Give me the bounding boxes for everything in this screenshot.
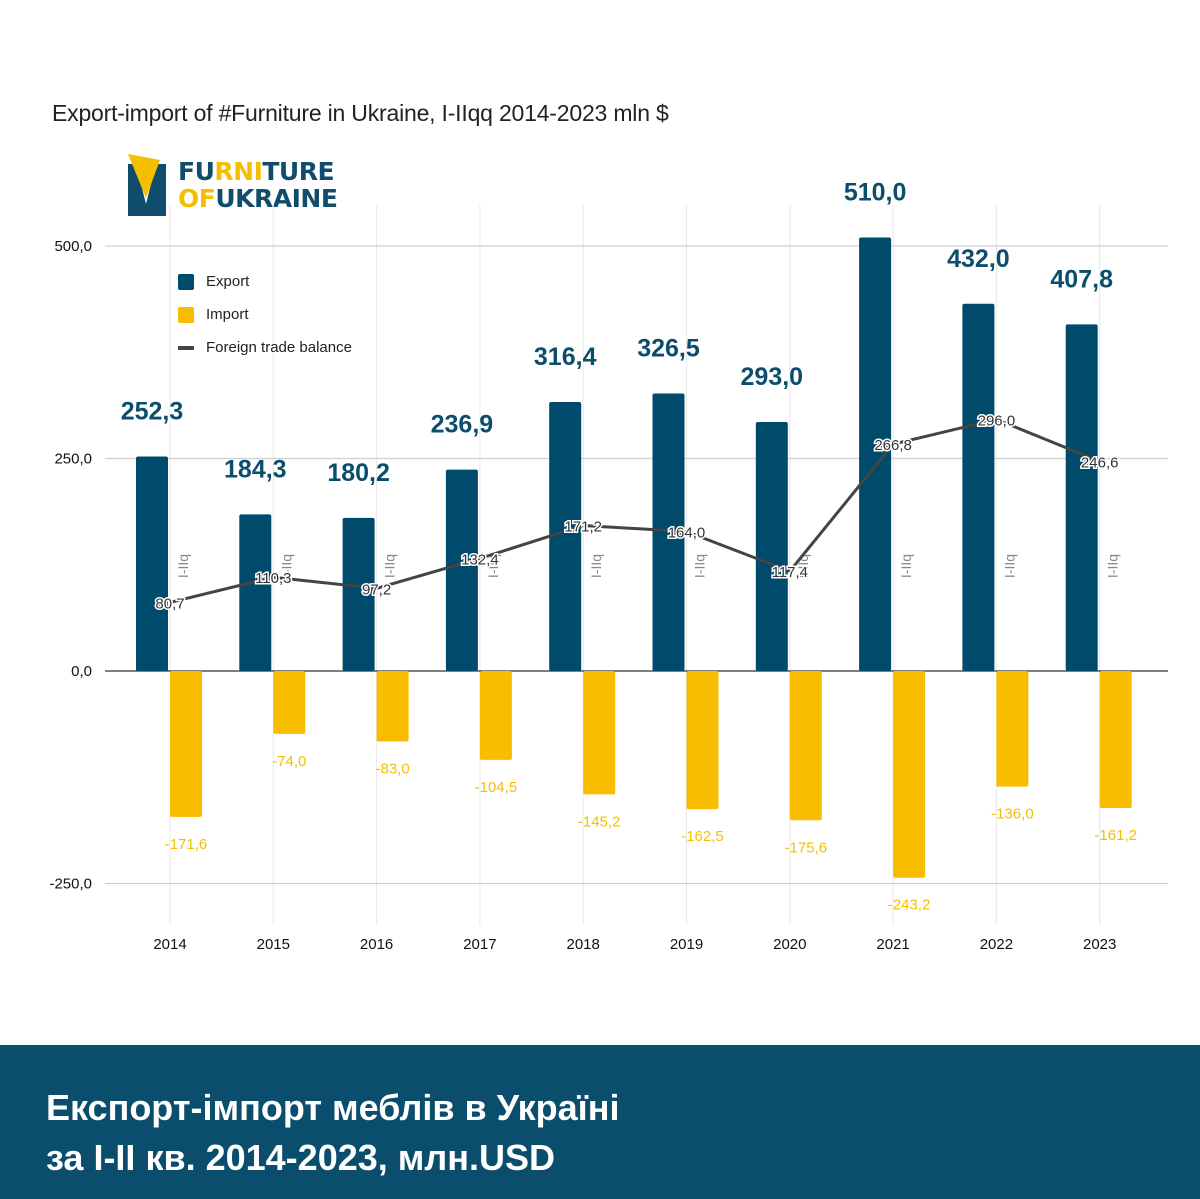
legend-label-import: Import: [206, 306, 249, 323]
trade-balance-label: 296,0: [978, 412, 1016, 429]
trade-balance-label: 246,6: [1081, 454, 1119, 471]
logo-text: FURNITURE OFUKRAINE: [178, 158, 338, 213]
export-bar: [239, 514, 272, 671]
period-label: I-IIq: [485, 554, 501, 578]
trade-balance-label: 164,0: [668, 525, 706, 542]
import-value-label: -104,5: [475, 779, 518, 796]
export-bar: [445, 469, 478, 671]
x-tick-label: 2021: [876, 936, 909, 953]
export-bar: [859, 237, 892, 671]
logo-text-part: OF: [178, 184, 216, 213]
legend-swatch-import: [178, 307, 194, 323]
chart: 500,0 250,0 0,0 -250,0 252,3 -171,6 I-IIq 2014 1…: [49, 179, 1168, 953]
period-label: I-IIq: [898, 554, 914, 578]
export-value-label: 432,0: [947, 245, 1010, 273]
x-tick-label: 2016: [360, 936, 393, 953]
legend-label-balance: Foreign trade balance: [206, 339, 352, 356]
period-label: I-IIq: [175, 554, 191, 578]
export-value-label: 252,3: [121, 398, 184, 426]
bottom-banner: Експорт-імпорт меблів в Україні за I-II …: [0, 1045, 1200, 1199]
export-value-label: 510,0: [844, 179, 907, 207]
x-tick-label: 2014: [153, 936, 186, 953]
export-bar: [1065, 324, 1098, 671]
export-value-label: 180,2: [327, 459, 390, 487]
x-tick-label: 2015: [257, 936, 290, 953]
x-tick-label: 2020: [773, 936, 806, 953]
period-label: I-IIq: [278, 554, 294, 578]
import-bar: [583, 671, 616, 795]
period-label: I-IIq: [382, 554, 398, 578]
trade-balance-label: 266,8: [874, 437, 912, 454]
import-bar: [686, 671, 719, 810]
import-bar: [893, 671, 926, 878]
logo-text-part: FU: [178, 157, 215, 186]
import-bar: [273, 671, 306, 734]
import-value-label: -74,0: [272, 753, 306, 770]
y-tick-label: 500,0: [54, 238, 92, 255]
period-label: I-IIq: [1105, 554, 1121, 578]
import-value-label: -136,0: [991, 806, 1034, 823]
banner-title-line-1: Експорт-імпорт меблів в Україні: [46, 1087, 620, 1128]
x-tick-label: 2019: [670, 936, 703, 953]
trade-balance-label: 117,4: [772, 564, 808, 581]
export-bar: [342, 517, 375, 671]
trade-balance-label: 110,3: [255, 570, 291, 587]
logo: FURNITURE OFUKRAINE: [128, 154, 368, 218]
import-value-label: -175,6: [785, 839, 828, 856]
x-tick-label: 2023: [1083, 936, 1116, 953]
import-value-label: -161,2: [1094, 827, 1137, 844]
logo-line-1: FURNITURE: [178, 158, 337, 185]
chart-title: Export-import of #Furniture in Ukraine, …: [52, 100, 669, 126]
export-bar: [549, 402, 582, 671]
import-bar: [996, 671, 1029, 787]
export-value-label: 184,3: [224, 455, 287, 483]
export-bar: [136, 456, 168, 671]
y-tick-label: 0,0: [71, 663, 92, 680]
export-value-label: 326,5: [637, 334, 700, 362]
trade-balance-label: 171,2: [564, 518, 602, 535]
banner-title-line-2: за I-II кв. 2014-2023, млн.USD: [46, 1137, 556, 1178]
x-tick-label: 2022: [980, 936, 1013, 953]
export-value-label: 293,0: [741, 363, 804, 391]
import-value-label: -83,0: [375, 761, 409, 778]
legend-swatch-export: [178, 274, 194, 290]
export-value-label: 407,8: [1050, 265, 1113, 293]
import-value-label: -171,6: [165, 836, 208, 853]
trade-balance-label: 97,2: [362, 581, 391, 598]
logo-text-part: UKRAINE: [215, 184, 338, 213]
x-tick-label: 2018: [567, 936, 600, 953]
export-bar: [652, 393, 685, 671]
period-label: I-IIq: [1001, 554, 1017, 578]
import-bar: [376, 671, 409, 742]
export-bar: [755, 421, 788, 671]
logo-text-part: TURE: [262, 157, 335, 186]
period-label: I-IIq: [692, 554, 708, 578]
y-tick-label: -250,0: [49, 876, 92, 893]
import-value-label: -243,2: [888, 897, 931, 914]
export-value-label: 236,9: [431, 411, 494, 439]
legend-label-export: Export: [206, 273, 250, 290]
trade-balance-line: [169, 417, 1101, 604]
legend-swatch-balance: [178, 346, 194, 350]
import-value-label: -145,2: [578, 813, 621, 830]
furniture-of-ukraine-logo-icon: [128, 154, 166, 216]
export-value-label: 316,4: [534, 343, 597, 371]
import-bar: [789, 671, 822, 821]
import-bar: [479, 671, 512, 760]
logo-line-2: OFUKRAINE: [178, 184, 338, 213]
import-value-label: -162,5: [681, 828, 724, 845]
period-label: I-IIq: [588, 554, 604, 578]
trade-balance-label: 132,4: [461, 551, 499, 568]
export-bar: [962, 303, 995, 671]
y-tick-label: 250,0: [54, 451, 92, 468]
x-tick-label: 2017: [463, 936, 496, 953]
logo-text-part: RNI: [214, 157, 263, 186]
import-bar: [1099, 671, 1132, 809]
import-bar: [170, 671, 202, 817]
trade-balance-label: 80,7: [155, 595, 184, 612]
